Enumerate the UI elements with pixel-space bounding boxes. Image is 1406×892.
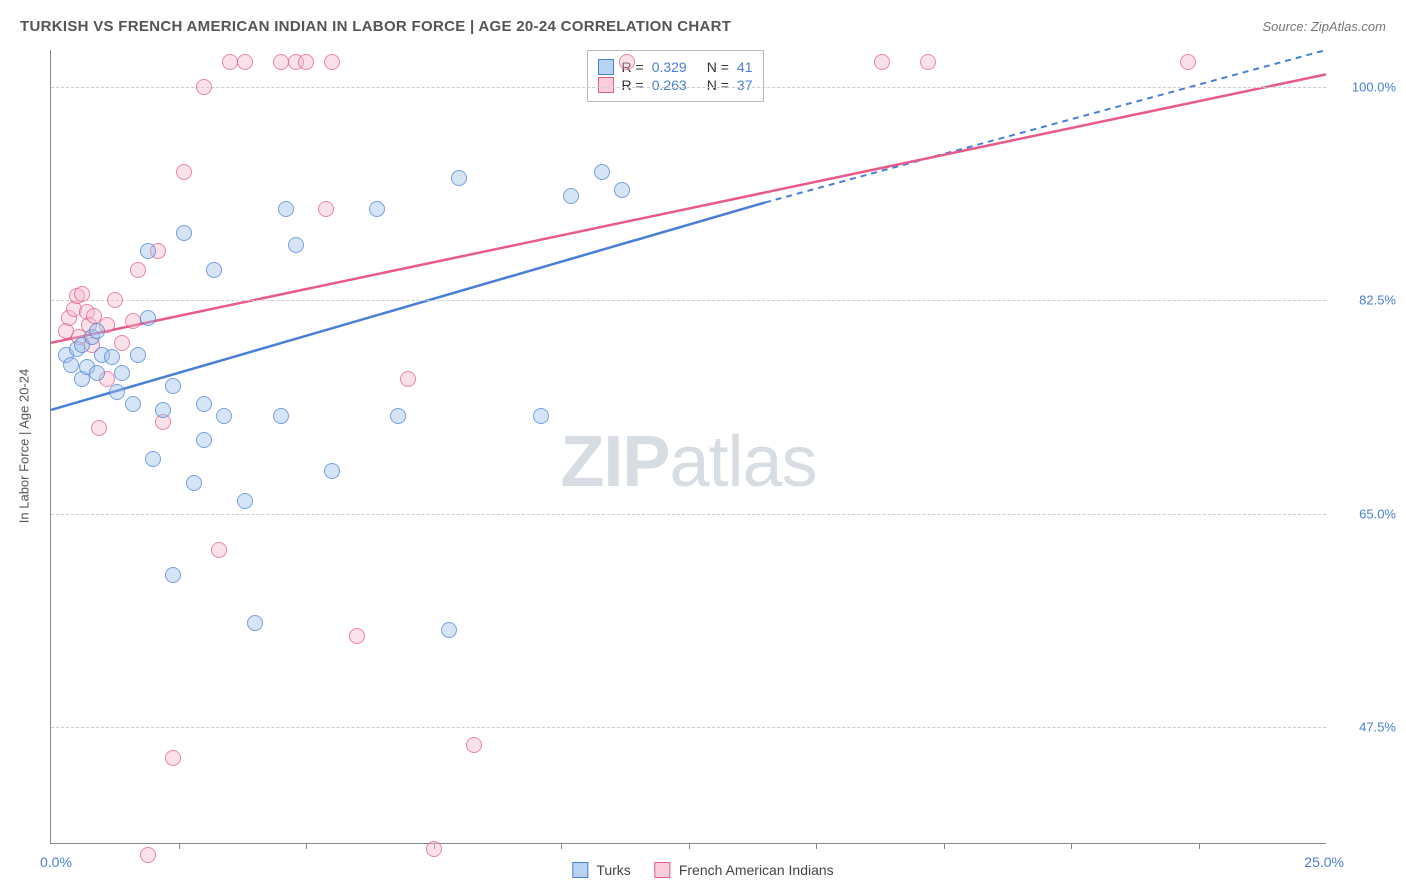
- data-point: [196, 432, 212, 448]
- x-tick: [816, 843, 817, 849]
- data-point: [125, 396, 141, 412]
- x-tick: [306, 843, 307, 849]
- gridline: [51, 514, 1326, 515]
- swatch-pink: [598, 77, 614, 93]
- legend-item-french: French American Indians: [655, 862, 834, 878]
- data-point: [165, 567, 181, 583]
- data-point: [130, 262, 146, 278]
- data-point: [619, 54, 635, 70]
- data-point: [89, 323, 105, 339]
- data-point: [247, 615, 263, 631]
- x-tick: [1199, 843, 1200, 849]
- data-point: [114, 365, 130, 381]
- data-point: [288, 237, 304, 253]
- data-point: [237, 54, 253, 70]
- data-point: [874, 54, 890, 70]
- swatch-blue: [598, 59, 614, 75]
- x-tick: [944, 843, 945, 849]
- data-point: [140, 310, 156, 326]
- y-tick-label: 100.0%: [1352, 79, 1396, 94]
- data-point: [324, 54, 340, 70]
- gridline: [51, 300, 1326, 301]
- data-point: [63, 357, 79, 373]
- data-point: [400, 371, 416, 387]
- data-point: [211, 542, 227, 558]
- data-point: [594, 164, 610, 180]
- x-tick: [1071, 843, 1072, 849]
- data-point: [107, 292, 123, 308]
- y-tick-label: 82.5%: [1359, 293, 1396, 308]
- data-point: [222, 54, 238, 70]
- x-axis-max-label: 25.0%: [1304, 854, 1344, 870]
- data-point: [441, 622, 457, 638]
- data-point: [273, 408, 289, 424]
- data-point: [237, 493, 253, 509]
- data-point: [186, 475, 202, 491]
- stats-row-french: R = 0.263 N = 37: [598, 77, 753, 93]
- trend-lines: [51, 50, 1326, 843]
- x-tick: [689, 843, 690, 849]
- data-point: [145, 451, 161, 467]
- data-point: [563, 188, 579, 204]
- data-point: [125, 313, 141, 329]
- x-tick: [179, 843, 180, 849]
- data-point: [349, 628, 365, 644]
- scatter-chart: ZIPatlas R = 0.329 N = 41 R = 0.263 N = …: [50, 50, 1326, 844]
- data-point: [109, 384, 125, 400]
- swatch-blue: [572, 862, 588, 878]
- swatch-pink: [655, 862, 671, 878]
- data-point: [196, 79, 212, 95]
- data-point: [74, 286, 90, 302]
- data-point: [533, 408, 549, 424]
- data-point: [165, 750, 181, 766]
- data-point: [140, 847, 156, 863]
- source-label: Source: ZipAtlas.com: [1262, 19, 1386, 34]
- data-point: [155, 402, 171, 418]
- data-point: [298, 54, 314, 70]
- data-point: [140, 243, 156, 259]
- data-point: [91, 420, 107, 436]
- data-point: [176, 164, 192, 180]
- y-tick-label: 47.5%: [1359, 720, 1396, 735]
- data-point: [369, 201, 385, 217]
- legend: Turks French American Indians: [572, 862, 833, 878]
- y-tick-label: 65.0%: [1359, 506, 1396, 521]
- data-point: [89, 365, 105, 381]
- data-point: [318, 201, 334, 217]
- gridline: [51, 727, 1326, 728]
- data-point: [104, 349, 120, 365]
- chart-title: TURKISH VS FRENCH AMERICAN INDIAN IN LAB…: [20, 18, 731, 35]
- data-point: [390, 408, 406, 424]
- data-point: [1180, 54, 1196, 70]
- y-axis-label: In Labor Force | Age 20-24: [17, 369, 32, 523]
- data-point: [206, 262, 222, 278]
- data-point: [466, 737, 482, 753]
- stats-box: R = 0.329 N = 41 R = 0.263 N = 37: [587, 50, 764, 102]
- data-point: [114, 335, 130, 351]
- data-point: [920, 54, 936, 70]
- data-point: [176, 225, 192, 241]
- data-point: [614, 182, 630, 198]
- x-axis-min-label: 0.0%: [40, 854, 72, 870]
- data-point: [196, 396, 212, 412]
- data-point: [273, 54, 289, 70]
- data-point: [451, 170, 467, 186]
- data-point: [278, 201, 294, 217]
- legend-item-turks: Turks: [572, 862, 630, 878]
- data-point: [324, 463, 340, 479]
- x-tick: [561, 843, 562, 849]
- data-point: [130, 347, 146, 363]
- gridline: [51, 87, 1326, 88]
- data-point: [426, 841, 442, 857]
- data-point: [216, 408, 232, 424]
- data-point: [165, 378, 181, 394]
